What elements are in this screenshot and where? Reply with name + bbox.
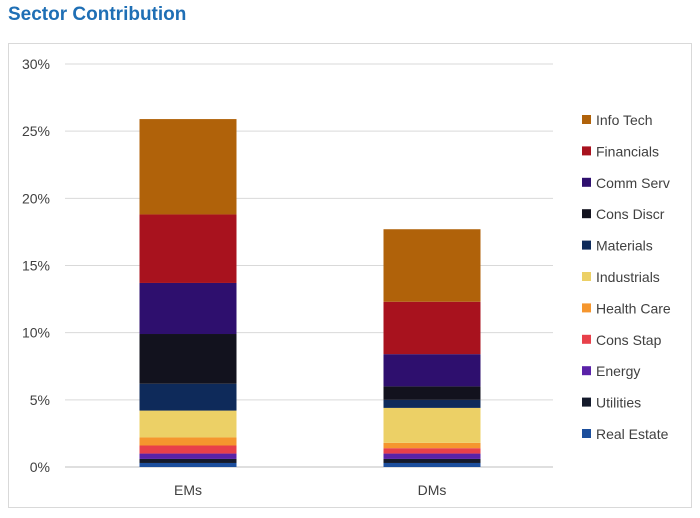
legend-swatch [582,115,591,124]
legend-label: Financials [596,143,659,159]
bar-segment-industrials-ems [139,410,237,438]
bar-segment-cons-stap-dms [383,448,481,454]
bar-segment-energy-ems [139,453,237,459]
legend-swatch [582,272,591,281]
y-tick-label: 30% [22,56,50,72]
bars [139,119,481,467]
legend: Info Tech Financials Comm Serv Cons Discr Ma… [582,112,671,442]
bar-segment-cons-discr-dms [383,386,481,400]
legend-label: Cons Stap [596,332,662,348]
legend-label: Energy [596,363,640,379]
bar-segment-financials-ems [139,214,237,283]
bar-segment-health-care-ems [139,437,237,446]
bar-segment-utilities-ems [139,458,237,463]
y-tick-label: 5% [30,392,50,408]
y-tick-label: 20% [22,190,50,206]
bar-segment-real-estate-ems [139,462,237,467]
legend-swatch [582,366,591,376]
legend-swatch [582,303,591,313]
x-tick-label: DMs [418,482,447,498]
legend-swatch [582,240,591,250]
bar-segment-cons-discr-ems [139,334,237,384]
y-tick-label: 15% [22,258,50,274]
y-tick-label: 25% [22,123,50,139]
legend-swatch [582,334,591,344]
bar-segment-comm-serv-dms [383,354,481,387]
legend-swatch [582,209,591,219]
legend-label: Utilities [596,395,641,411]
y-axis: 0% 5% 10% 15% 20% 25% 30% [22,56,50,475]
bar-segment-materials-dms [383,399,481,408]
y-tick-label: 0% [30,459,50,475]
bar-segment-health-care-dms [383,442,481,449]
bar-segment-info-tech-dms [383,229,481,302]
legend-swatch [582,146,591,156]
legend-label: Materials [596,238,653,254]
bar-segment-cons-stap-ems [139,445,237,454]
legend-swatch [582,429,591,438]
bar-segment-financials-dms [383,301,481,355]
bar-segment-materials-ems [139,383,237,411]
bar-segment-utilities-dms [383,458,481,463]
x-tick-label: EMs [174,482,202,498]
legend-swatch [582,177,591,187]
x-axis: EMs DMs [174,482,446,498]
legend-label: Cons Discr [596,206,665,222]
legend-label: Real Estate [596,426,669,442]
bar-segment-info-tech-ems [139,119,237,215]
legend-swatch [582,397,591,407]
bar-segment-real-estate-dms [383,462,481,467]
y-tick-label: 10% [22,325,50,341]
legend-label: Info Tech [596,112,653,128]
chart-title: Sector Contribution [8,4,187,25]
legend-label: Comm Serv [596,175,670,191]
legend-label: Industrials [596,269,660,285]
bar-segment-industrials-dms [383,407,481,443]
legend-label: Health Care [596,300,671,316]
chart-frame [8,43,692,508]
bar-segment-comm-serv-ems [139,282,237,335]
bar-segment-energy-dms [383,453,481,459]
